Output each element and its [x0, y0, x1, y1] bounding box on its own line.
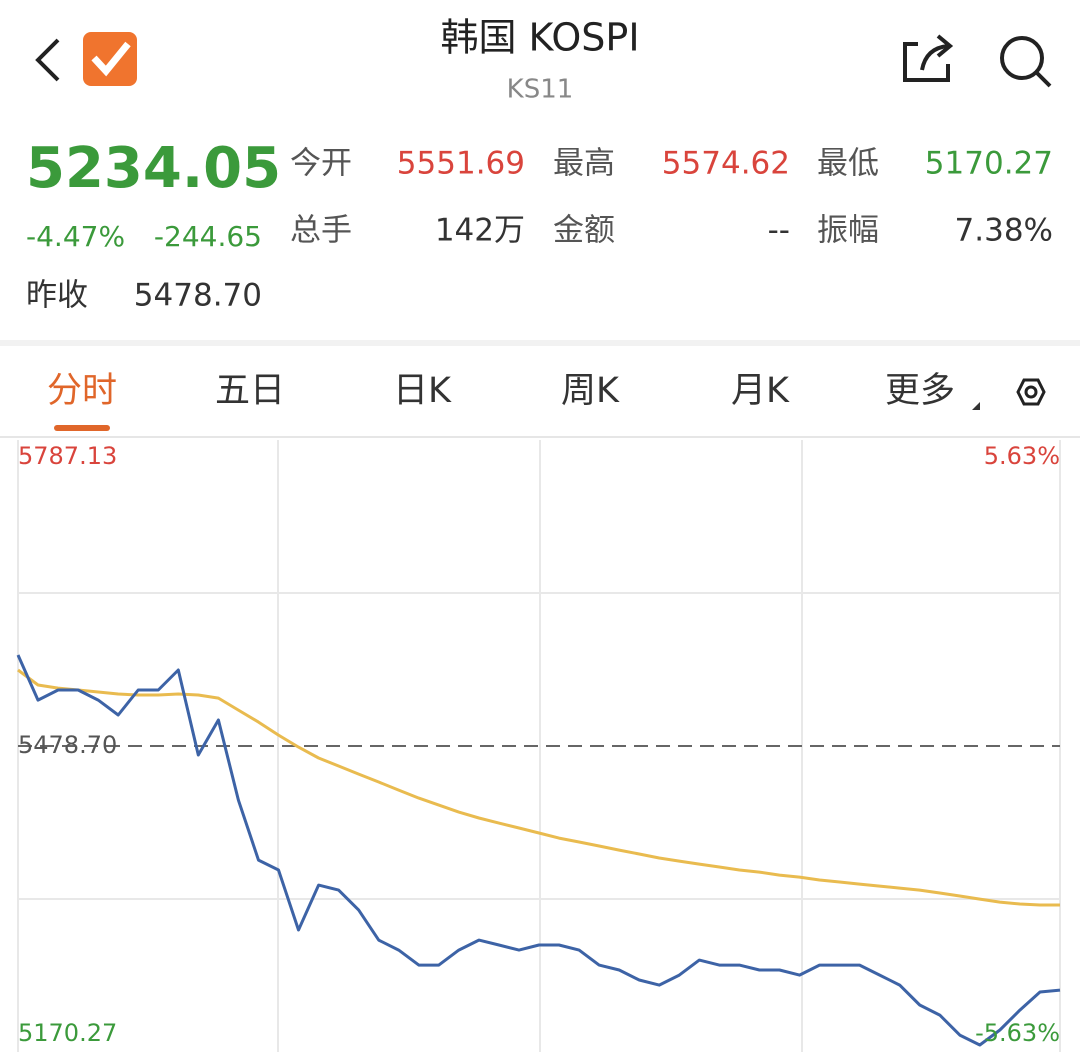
stat-value: 5170.27 [925, 146, 1053, 182]
stat-label: 最低 [817, 146, 879, 182]
code: KS11 [507, 75, 574, 105]
stat-value: 7.38% [955, 213, 1053, 249]
settings-dot [1024, 385, 1038, 399]
tab[interactable]: 更多 [885, 371, 955, 411]
stat-value: 142万 [435, 213, 525, 249]
tab[interactable]: 五日 [215, 371, 285, 411]
tab[interactable]: 周K [561, 371, 620, 411]
stat-value: 5551.69 [397, 146, 525, 182]
app-icon [83, 32, 137, 86]
title: 韩国 KOSPI [440, 16, 639, 60]
tab[interactable]: 月K [731, 371, 790, 411]
share-button[interactable] [903, 34, 954, 82]
settings-button[interactable] [1016, 378, 1046, 406]
stat-label: 总手 [290, 213, 352, 249]
y-tick-label: 5478.70 [18, 731, 117, 759]
prev-close-label: 昨收 [26, 278, 88, 314]
tab-underline [54, 425, 110, 431]
separator [0, 340, 1080, 346]
y-tick-label: 5787.13 [18, 442, 117, 470]
back-button[interactable] [35, 38, 60, 82]
stat-label: 最高 [553, 146, 615, 182]
check-icon [91, 41, 131, 77]
search-button[interactable] [1000, 36, 1052, 88]
stat-label: 振幅 [817, 213, 879, 249]
tab[interactable]: 分时 [47, 371, 117, 411]
grid [17, 440, 1061, 1052]
y-tick-label: 5170.27 [18, 1019, 117, 1047]
stat-label: 今开 [290, 146, 352, 182]
stat-value: -- [768, 213, 790, 249]
stat-value: 5574.62 [662, 146, 790, 182]
stat-label: 金额 [553, 213, 615, 249]
price: 5234.05 [26, 136, 281, 201]
more-arrow [972, 402, 980, 410]
series-line [17, 668, 1060, 907]
tab[interactable]: 日K [393, 371, 452, 411]
y2-tick-label: -5.63% [975, 1019, 1060, 1047]
y2-tick-label: 5.63% [984, 442, 1060, 470]
change: -244.65 [154, 220, 262, 253]
prev-close: 5478.70 [134, 278, 262, 314]
series-line [16, 654, 1061, 1047]
change-pct: -4.47% [26, 220, 125, 253]
